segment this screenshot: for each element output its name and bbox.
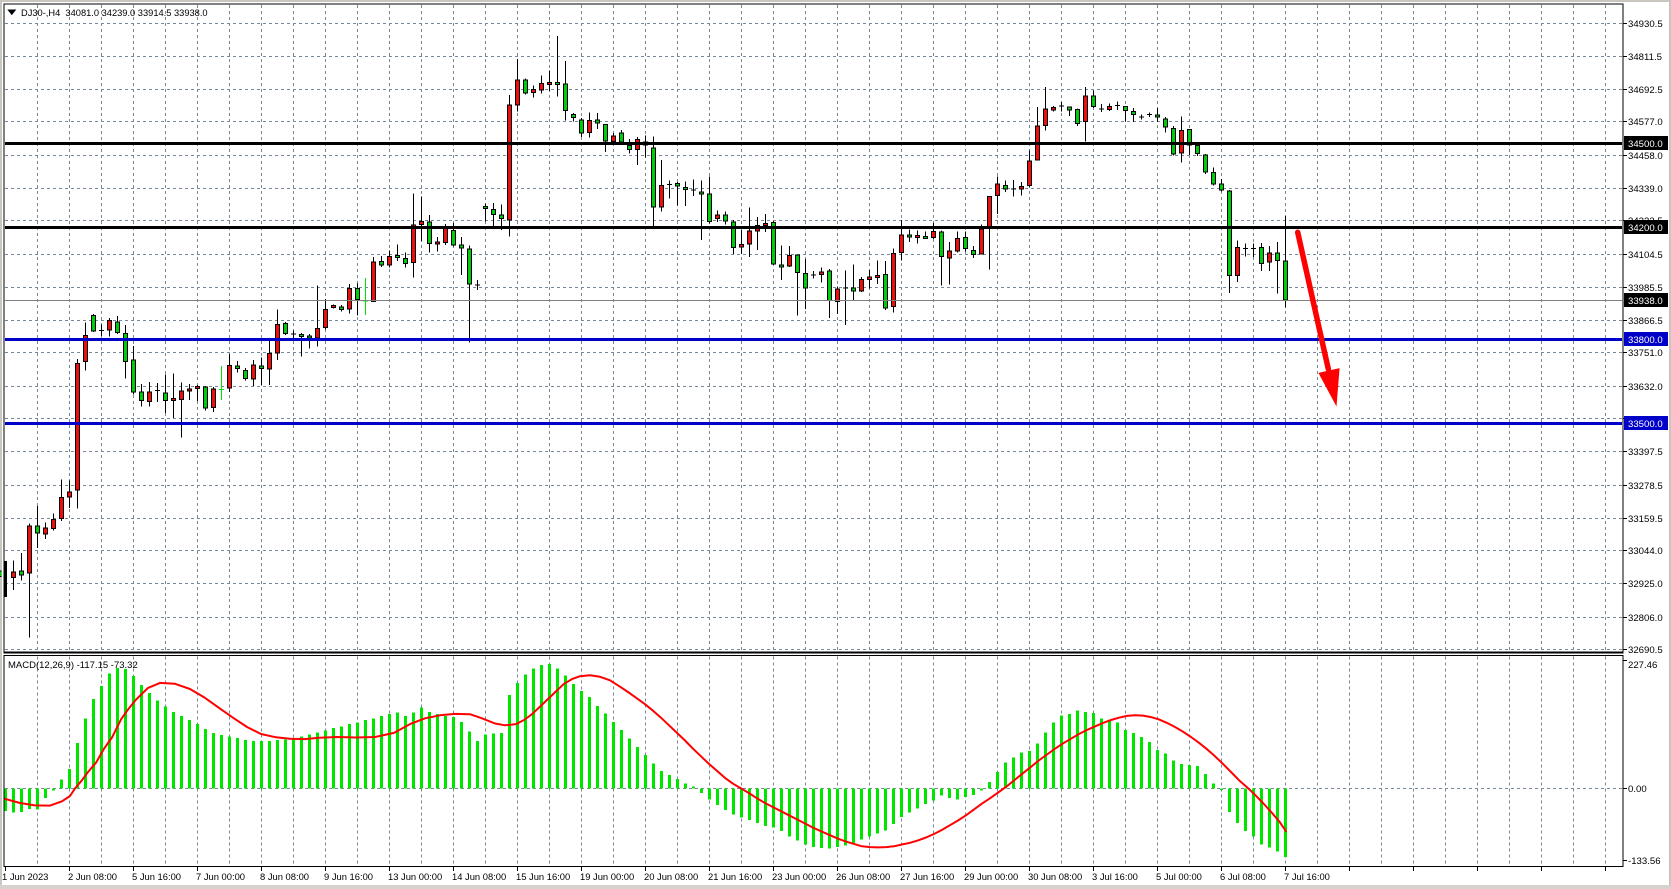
svg-text:3 Jul 16:00: 3 Jul 16:00: [1092, 871, 1138, 882]
svg-text:19 Jun 00:00: 19 Jun 00:00: [580, 871, 634, 882]
svg-text:227.46: 227.46: [1628, 660, 1657, 671]
svg-text:15 Jun 16:00: 15 Jun 16:00: [516, 871, 570, 882]
svg-text:1 Jun 2023: 1 Jun 2023: [2, 871, 48, 882]
svg-text:32806.0: 32806.0: [1628, 613, 1663, 624]
svg-text:33632.0: 33632.0: [1628, 382, 1663, 393]
svg-text:7 Jul 16:00: 7 Jul 16:00: [1284, 871, 1330, 882]
svg-text:6 Jul 08:00: 6 Jul 08:00: [1220, 871, 1266, 882]
svg-text:MACD(12,26,9) -117.15 -73.32: MACD(12,26,9) -117.15 -73.32: [8, 660, 138, 671]
svg-text:21 Jun 16:00: 21 Jun 16:00: [708, 871, 762, 882]
svg-text:34930.5: 34930.5: [1628, 19, 1663, 30]
svg-text:33044.0: 33044.0: [1628, 546, 1663, 557]
svg-text:33938.0: 33938.0: [1628, 296, 1663, 307]
svg-text:23 Jun 00:00: 23 Jun 00:00: [772, 871, 826, 882]
svg-text:34500.0: 34500.0: [1628, 139, 1663, 150]
svg-text:7 Jun 00:00: 7 Jun 00:00: [196, 871, 245, 882]
svg-text:33397.5: 33397.5: [1628, 447, 1663, 458]
svg-text:5 Jun 16:00: 5 Jun 16:00: [132, 871, 181, 882]
svg-text:29 Jun 00:00: 29 Jun 00:00: [964, 871, 1018, 882]
svg-text:33800.0: 33800.0: [1628, 335, 1663, 346]
svg-text:33985.5: 33985.5: [1628, 283, 1663, 294]
svg-text:33751.0: 33751.0: [1628, 348, 1663, 359]
svg-text:32690.5: 32690.5: [1628, 645, 1663, 656]
svg-text:9 Jun 16:00: 9 Jun 16:00: [324, 871, 373, 882]
svg-text:34339.0: 34339.0: [1628, 184, 1663, 195]
svg-text:33866.5: 33866.5: [1628, 316, 1663, 327]
svg-text:14 Jun 08:00: 14 Jun 08:00: [452, 871, 506, 882]
svg-text:30 Jun 08:00: 30 Jun 08:00: [1028, 871, 1082, 882]
svg-text:13 Jun 00:00: 13 Jun 00:00: [388, 871, 442, 882]
svg-text:32925.0: 32925.0: [1628, 579, 1663, 590]
svg-text:-133.56: -133.56: [1628, 856, 1661, 867]
svg-text:27 Jun 16:00: 27 Jun 16:00: [900, 871, 954, 882]
svg-text:33159.5: 33159.5: [1628, 514, 1663, 525]
svg-text:20 Jun 08:00: 20 Jun 08:00: [644, 871, 698, 882]
svg-text:34458.0: 34458.0: [1628, 151, 1663, 162]
svg-text:33278.5: 33278.5: [1628, 481, 1663, 492]
svg-text:8 Jun 08:00: 8 Jun 08:00: [260, 871, 309, 882]
svg-text:2 Jun 08:00: 2 Jun 08:00: [68, 871, 117, 882]
svg-text:33500.0: 33500.0: [1628, 419, 1663, 430]
svg-text:5 Jul 00:00: 5 Jul 00:00: [1156, 871, 1202, 882]
svg-text:34200.0: 34200.0: [1628, 223, 1663, 234]
svg-text:DJ30-,H4 34081.0 34239.0 3391: DJ30-,H4 34081.0 34239.0 33914.5 33938.0: [21, 8, 208, 18]
svg-text:0.00: 0.00: [1628, 784, 1647, 795]
svg-text:34692.5: 34692.5: [1628, 85, 1663, 96]
svg-text:26 Jun 08:00: 26 Jun 08:00: [836, 871, 890, 882]
svg-text:34104.5: 34104.5: [1628, 250, 1663, 261]
svg-text:34811.5: 34811.5: [1628, 52, 1662, 63]
svg-text:34577.0: 34577.0: [1628, 117, 1663, 128]
